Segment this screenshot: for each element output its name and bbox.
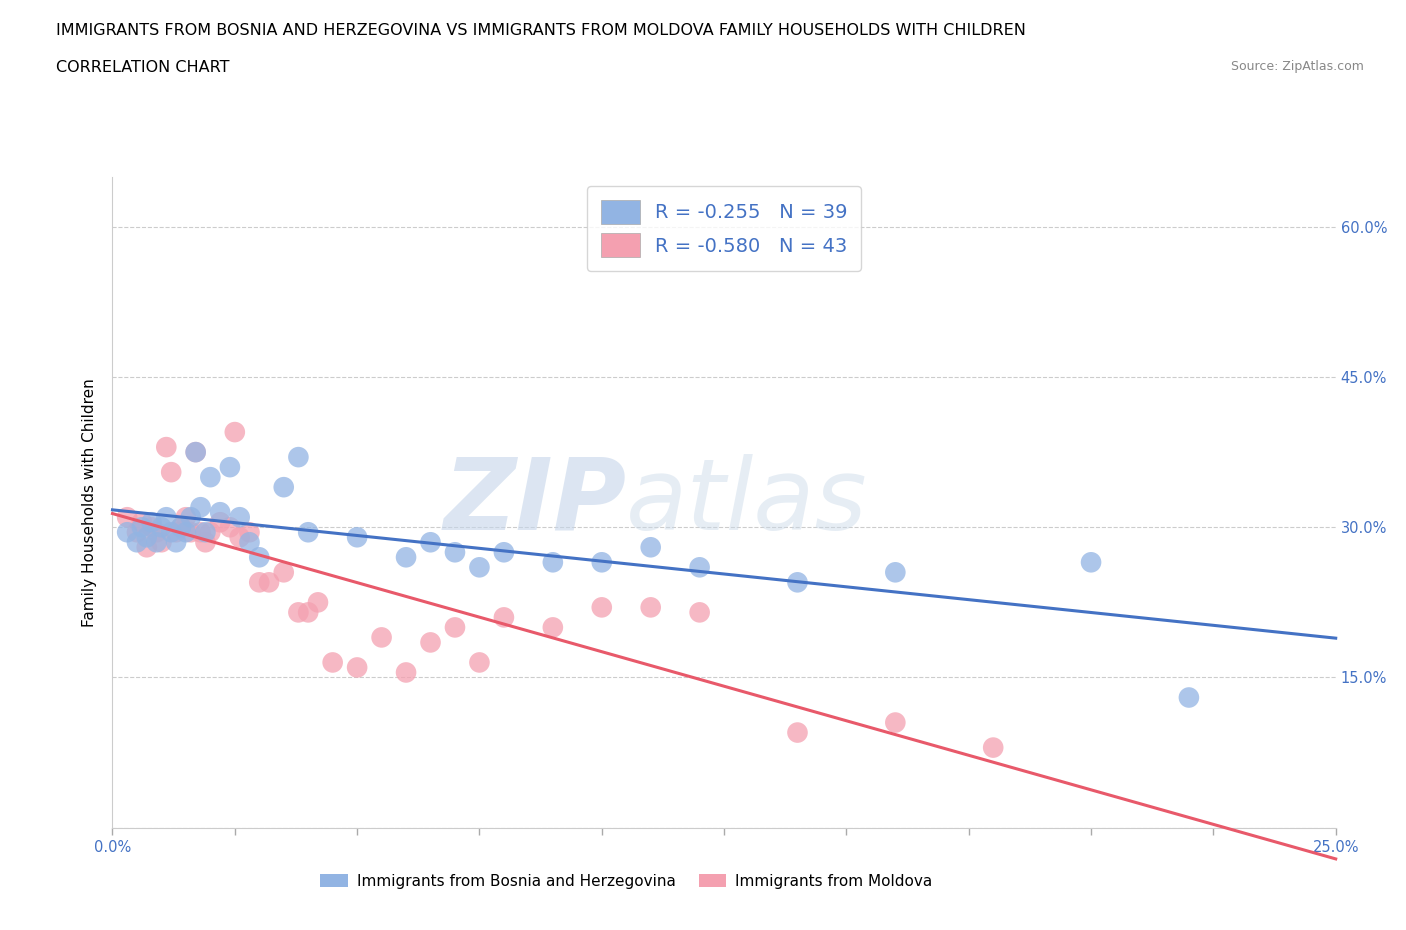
Legend: Immigrants from Bosnia and Herzegovina, Immigrants from Moldova: Immigrants from Bosnia and Herzegovina, … — [314, 868, 939, 895]
Point — [395, 665, 418, 680]
Point — [160, 465, 183, 480]
Point — [155, 510, 177, 525]
Point — [492, 545, 515, 560]
Point — [135, 539, 157, 554]
Point — [287, 604, 309, 619]
Point — [150, 535, 173, 550]
Point — [184, 445, 207, 459]
Point — [180, 510, 202, 525]
Point — [200, 525, 222, 539]
Point — [591, 600, 613, 615]
Point — [125, 535, 148, 550]
Point — [884, 715, 907, 730]
Point — [150, 520, 173, 535]
Point — [419, 535, 441, 550]
Point — [492, 610, 515, 625]
Text: IMMIGRANTS FROM BOSNIA AND HERZEGOVINA VS IMMIGRANTS FROM MOLDOVA FAMILY HOUSEHO: IMMIGRANTS FROM BOSNIA AND HERZEGOVINA V… — [56, 23, 1026, 38]
Point — [297, 604, 319, 619]
Point — [141, 515, 163, 530]
Point — [115, 525, 138, 539]
Point — [174, 525, 197, 539]
Text: atlas: atlas — [626, 454, 868, 551]
Point — [145, 535, 167, 550]
Point — [273, 480, 295, 495]
Point — [468, 560, 491, 575]
Y-axis label: Family Households with Children: Family Households with Children — [82, 378, 97, 627]
Point — [200, 470, 222, 485]
Point — [228, 510, 250, 525]
Point — [165, 525, 187, 539]
Point — [219, 520, 242, 535]
Point — [541, 620, 564, 635]
Point — [125, 525, 148, 539]
Point — [224, 425, 246, 440]
Point — [165, 535, 187, 550]
Point — [141, 520, 163, 535]
Point — [115, 510, 138, 525]
Point — [981, 740, 1004, 755]
Point — [786, 725, 808, 740]
Point — [247, 575, 270, 590]
Point — [170, 520, 193, 535]
Point — [145, 525, 167, 539]
Point — [238, 535, 260, 550]
Point — [228, 530, 250, 545]
Point — [468, 655, 491, 670]
Point — [1080, 555, 1102, 570]
Point — [209, 505, 232, 520]
Point — [346, 660, 368, 675]
Point — [247, 550, 270, 565]
Point — [640, 539, 662, 554]
Point — [689, 560, 711, 575]
Point — [180, 525, 202, 539]
Point — [273, 565, 295, 579]
Point — [155, 440, 177, 455]
Point — [194, 535, 217, 550]
Point — [135, 530, 157, 545]
Point — [297, 525, 319, 539]
Point — [444, 545, 467, 560]
Point — [170, 520, 193, 535]
Point — [194, 525, 217, 539]
Point — [419, 635, 441, 650]
Point — [591, 555, 613, 570]
Point — [444, 620, 467, 635]
Point — [307, 595, 329, 610]
Point — [346, 530, 368, 545]
Point — [1178, 690, 1201, 705]
Point — [884, 565, 907, 579]
Point — [190, 499, 212, 514]
Point — [786, 575, 808, 590]
Point — [238, 525, 260, 539]
Point — [370, 630, 392, 644]
Point — [174, 510, 197, 525]
Point — [395, 550, 418, 565]
Point — [184, 445, 207, 459]
Point — [131, 515, 153, 530]
Text: ZIP: ZIP — [443, 454, 626, 551]
Point — [287, 450, 309, 465]
Point — [322, 655, 344, 670]
Text: CORRELATION CHART: CORRELATION CHART — [56, 60, 229, 75]
Point — [640, 600, 662, 615]
Point — [219, 459, 242, 474]
Point — [541, 555, 564, 570]
Point — [209, 515, 232, 530]
Point — [190, 525, 212, 539]
Text: Source: ZipAtlas.com: Source: ZipAtlas.com — [1230, 60, 1364, 73]
Point — [257, 575, 280, 590]
Point — [131, 520, 153, 535]
Point — [160, 525, 183, 539]
Point — [689, 604, 711, 619]
